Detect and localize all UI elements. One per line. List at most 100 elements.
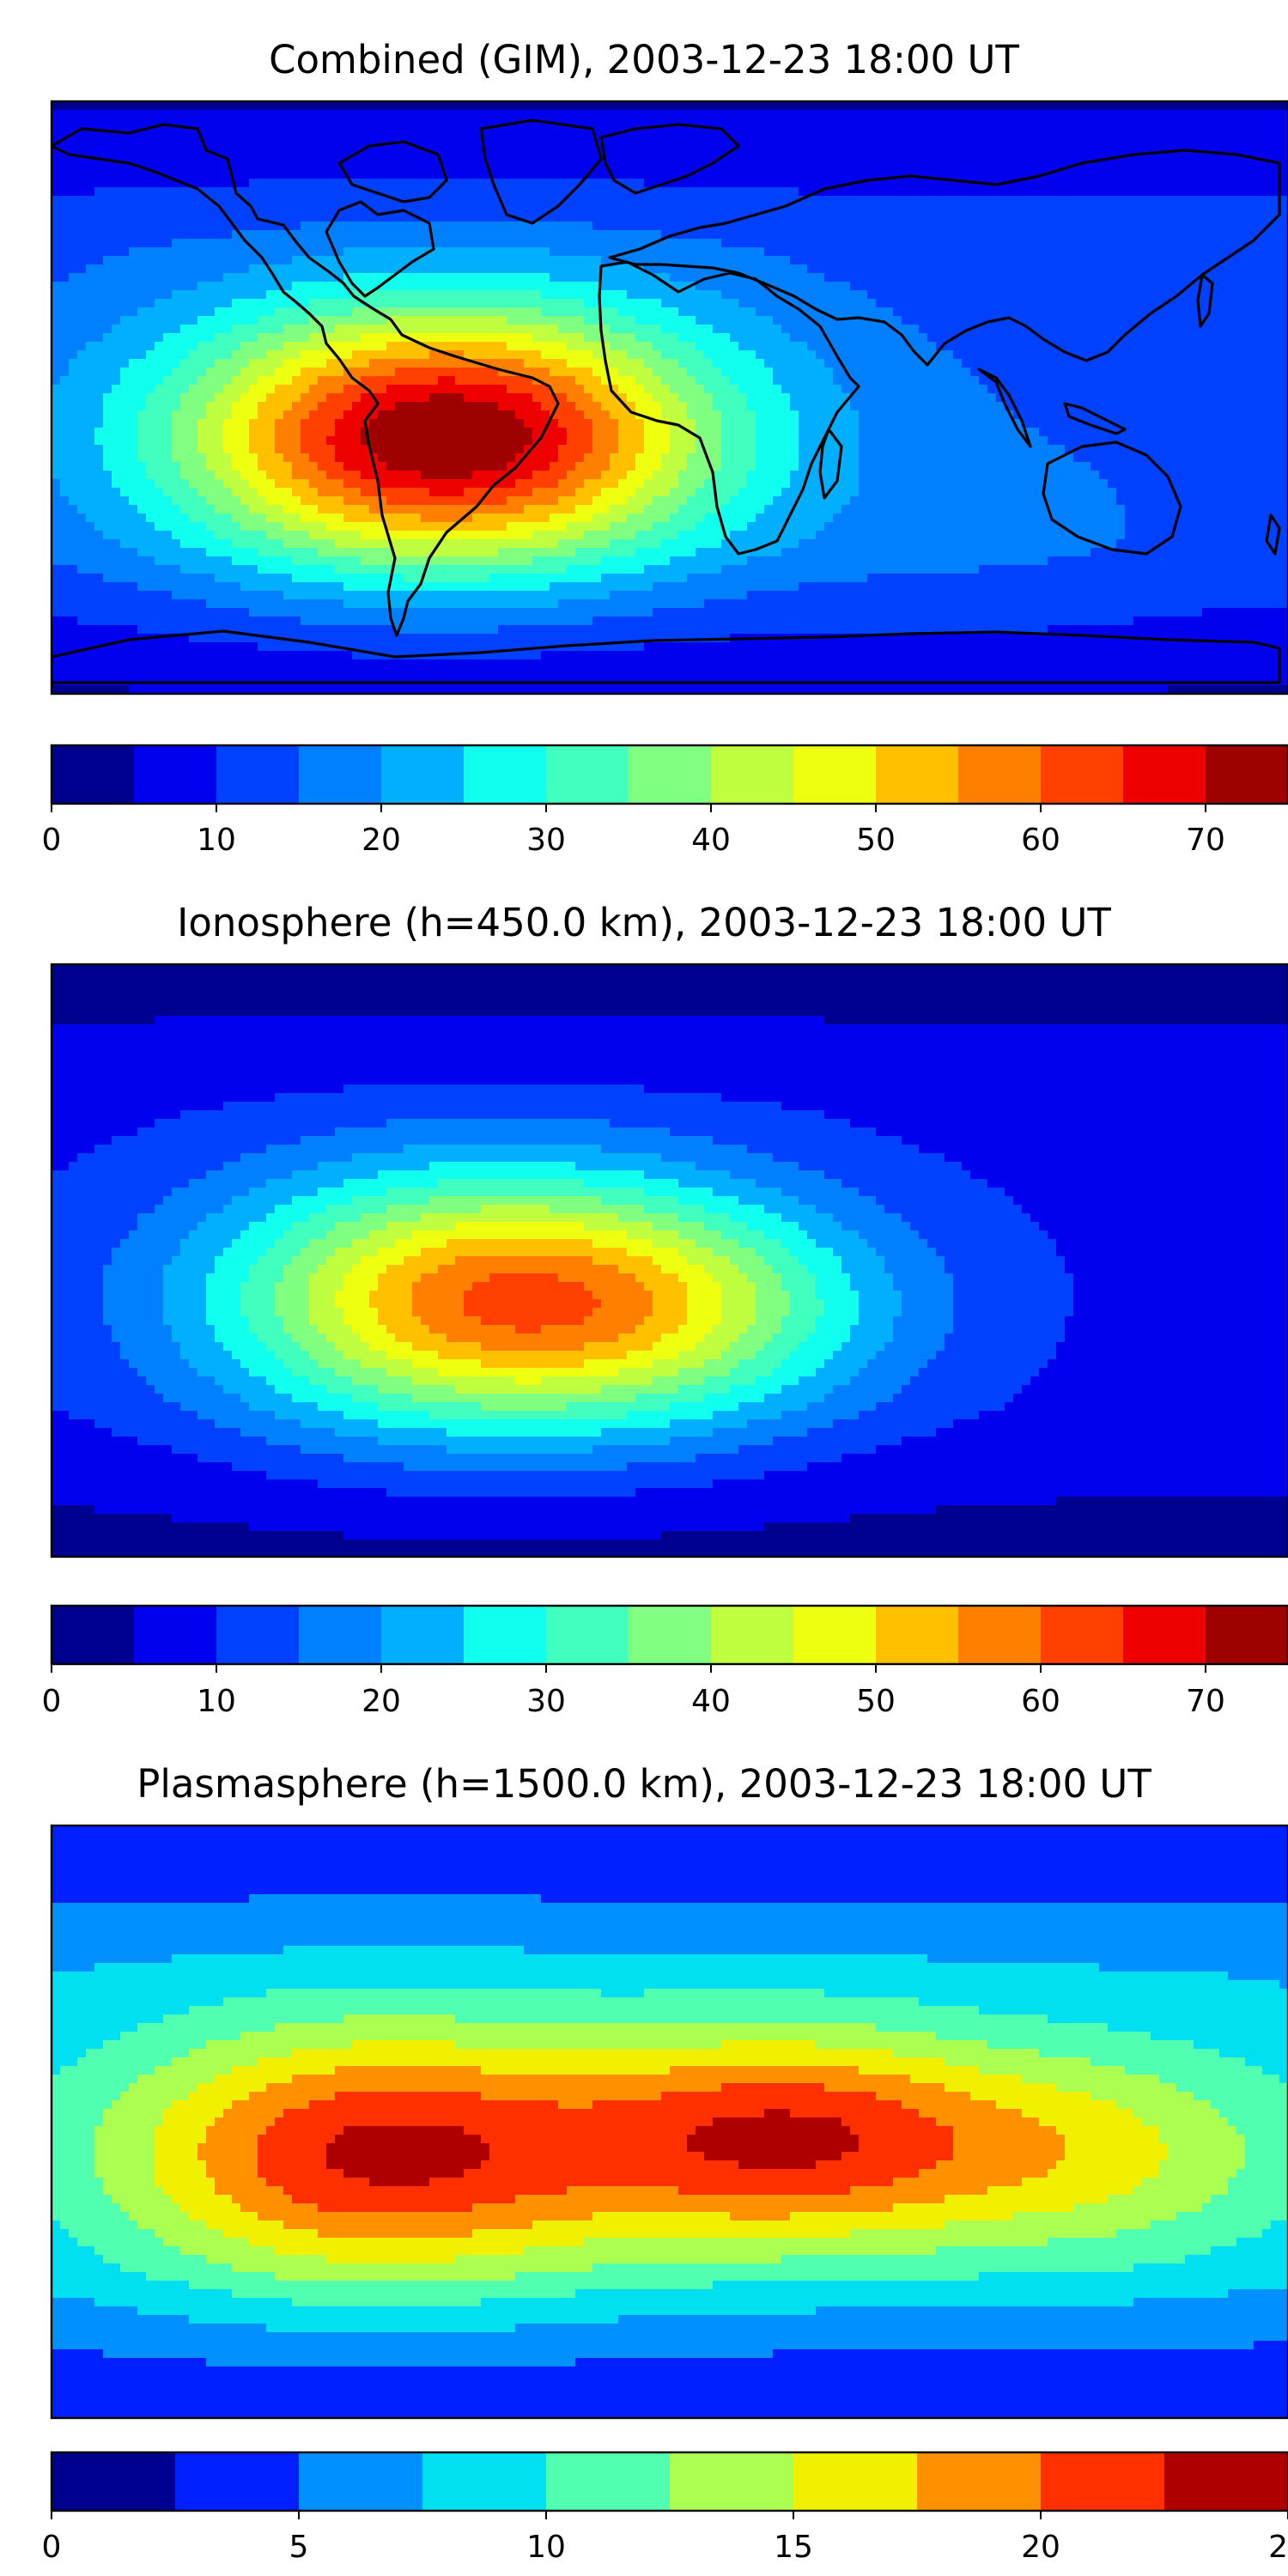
contour-cell [507,239,516,248]
contour-cell [1022,282,1031,291]
contour-cell [1030,376,1040,386]
contour-cell [421,179,430,188]
contour-cell [807,333,817,343]
contour-cell [447,127,456,137]
contour-cell [1176,239,1186,248]
contour-cell [163,359,173,368]
contour-cell [103,376,112,386]
contour-cell [1228,213,1237,222]
contour-cell [610,118,619,128]
contour-cell [635,144,645,154]
contour-cell [1236,239,1246,248]
contour-cell [1228,385,1237,394]
contour-cell [352,153,361,162]
contour-cell [249,179,258,188]
contour-cell [1176,325,1186,334]
contour-cell [1236,247,1246,257]
contour-cell [738,385,748,394]
contour-cell [1116,342,1126,351]
contour-cell [927,264,937,274]
contour-cell [584,118,593,128]
contour-cell [592,264,602,274]
contour-cell [764,307,774,317]
contour-cell [386,282,396,291]
contour-cell [52,385,61,394]
contour-cell [206,153,216,162]
contour-cell [687,239,696,248]
contour-cell [481,307,490,317]
contour-cell [378,316,387,325]
contour-cell [996,153,1005,162]
contour-cell [730,264,739,274]
contour-cell [859,187,868,197]
contour-cell [1219,307,1229,317]
contour-cell [670,239,679,248]
contour-cell [386,393,396,403]
contour-cell [1116,307,1126,317]
contour-cell [1116,179,1126,188]
contour-cell [60,213,70,222]
contour-cell [489,299,499,308]
contour-cell [884,290,894,300]
contour-cell [232,239,241,248]
contour-cell [601,290,611,300]
contour-cell [395,385,404,394]
contour-cell [249,333,258,343]
contour-cell [1005,299,1014,308]
contour-cell [1073,204,1083,214]
contour-cell [361,136,370,145]
contour-cell [1099,222,1109,231]
contour-cell [1176,376,1186,386]
contour-cell [575,110,585,119]
contour-cell [550,187,559,197]
contour-cell [60,170,70,179]
contour-cell [730,239,739,248]
contour-cell [1211,333,1220,343]
contour-cell [610,110,619,119]
contour-cell [498,196,507,205]
contour-cell [1159,101,1169,111]
contour-cell [730,333,739,343]
contour-cell [1159,282,1169,291]
contour-cell [77,273,87,283]
contour-cell [326,385,336,394]
contour-cell [1228,136,1237,145]
contour-cell [1228,153,1237,162]
contour-cell [1151,342,1160,351]
contour-cell [781,256,791,265]
contour-cell [1082,333,1091,343]
contour-cell [395,239,404,248]
contour-cell [215,316,224,325]
contour-cell [172,273,181,283]
contour-cell [395,144,404,154]
contour-cell [1236,118,1246,128]
contour-cell [687,376,696,386]
contour-cell [206,316,216,325]
contour-cell [1056,325,1066,334]
contour-cell [927,316,937,325]
contour-cell [696,299,705,308]
contour-cell [1142,290,1151,300]
contour-cell [627,161,636,171]
contour-cell [893,101,902,111]
contour-cell [1228,316,1237,325]
contour-cell [756,136,765,145]
contour-cell [1039,179,1048,188]
contour-cell [575,239,585,248]
contour-cell [747,282,756,291]
contour-cell [979,187,988,197]
contour-cell [584,393,593,403]
contour-cell [129,101,138,111]
contour-cell [361,342,370,351]
contour-cell [910,359,920,368]
contour-cell [77,290,87,300]
contour-cell [180,368,190,377]
contour-cell [163,239,173,248]
contour-cell [94,204,104,214]
contour-cell [1133,333,1143,343]
contour-cell [653,204,662,214]
contour-cell [146,196,155,205]
contour-cell [326,393,336,403]
contour-cell [618,213,628,222]
contour-cell [893,342,902,351]
